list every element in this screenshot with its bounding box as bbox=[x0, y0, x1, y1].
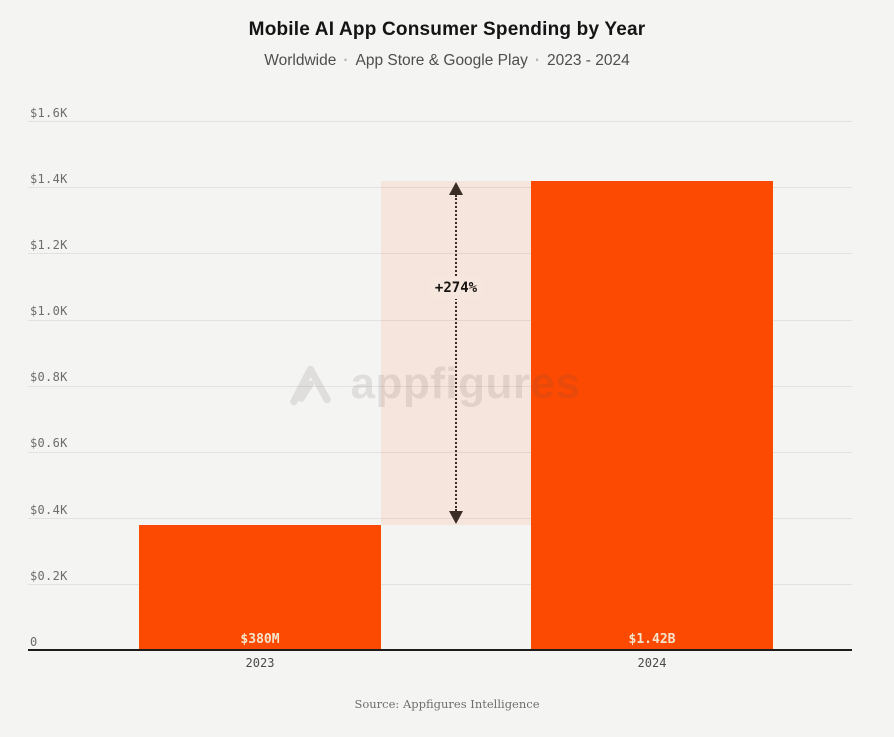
y-axis-tick-label: $1.4K bbox=[30, 171, 68, 186]
y-axis-tick-label: $0.4K bbox=[30, 502, 68, 517]
subtitle-years: 2023 - 2024 bbox=[547, 52, 630, 69]
arrow-up-icon bbox=[449, 182, 463, 196]
y-axis-tick-label: $0.6K bbox=[30, 436, 68, 451]
y-axis-tick-label: 0 bbox=[30, 635, 38, 649]
subtitle-stores: App Store & Google Play bbox=[355, 52, 528, 69]
growth-arrow-line bbox=[455, 195, 457, 512]
appfigures-logo-icon bbox=[290, 365, 331, 406]
arrow-down-icon bbox=[449, 511, 463, 525]
gridline bbox=[28, 121, 852, 122]
bar-value-label: $380M bbox=[240, 632, 280, 647]
gridline bbox=[28, 253, 852, 255]
gridline bbox=[28, 451, 852, 453]
x-axis-line bbox=[28, 649, 852, 651]
y-axis-tick-label: $0.2K bbox=[30, 568, 68, 583]
y-axis-tick-label: $1.6K bbox=[30, 105, 68, 120]
gridline bbox=[28, 584, 852, 586]
source-caption: Source: Appfigures Intelligence bbox=[354, 697, 540, 711]
page-subtitle: Worldwide · App Store & Google Play · 2023 -… bbox=[0, 52, 894, 70]
subtitle-separator: · bbox=[534, 52, 540, 69]
gridline bbox=[28, 187, 852, 189]
page-title: Mobile AI App Consumer Spending by Year bbox=[248, 19, 646, 40]
gridline bbox=[28, 319, 852, 321]
subtitle-separator: · bbox=[343, 52, 349, 69]
x-axis-tick-label: 2024 bbox=[637, 656, 667, 670]
growth-annotation: +274% bbox=[428, 277, 484, 299]
gridline bbox=[28, 385, 852, 387]
y-axis-tick-label: $0.8K bbox=[30, 370, 68, 385]
y-axis-tick-label: $1.2K bbox=[30, 237, 68, 252]
subtitle-region: Worldwide bbox=[264, 52, 337, 69]
y-axis-tick-label: $1.0K bbox=[30, 304, 68, 319]
bar-2023 bbox=[139, 525, 381, 650]
bar-value-label: $1.42B bbox=[628, 632, 676, 647]
bar-2024 bbox=[531, 181, 773, 650]
x-axis-tick-label: 2023 bbox=[245, 656, 275, 670]
gridline bbox=[28, 518, 852, 520]
